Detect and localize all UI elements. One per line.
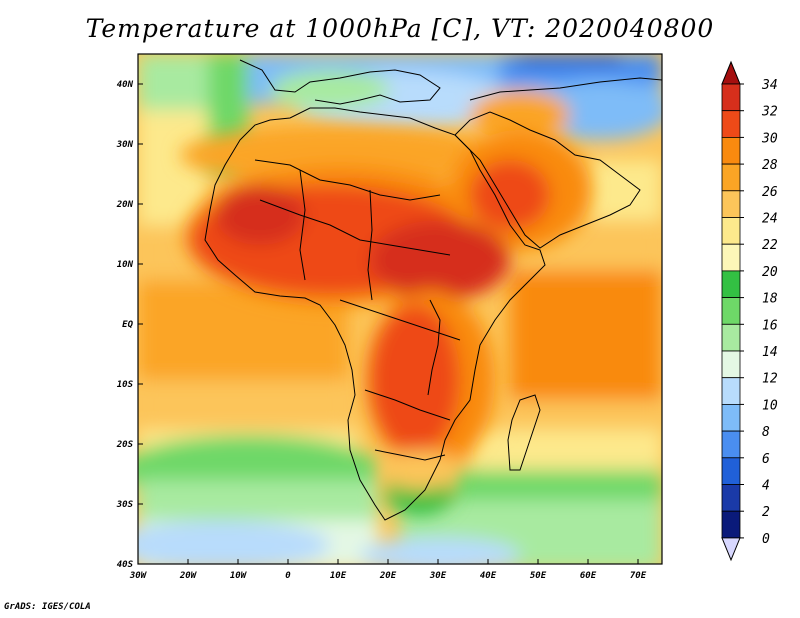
lat-tick-label: EQ: [122, 320, 133, 330]
lon-tick-label: 20W: [179, 571, 198, 581]
credit-text: GrADS: IGES/COLA: [4, 602, 91, 612]
colorbar-segment: [721, 377, 741, 405]
colorbar-segment: [721, 110, 741, 138]
lon-tick-label: 30W: [129, 571, 148, 581]
lon-tick-label: 0: [285, 571, 291, 581]
temperature-field: [138, 54, 662, 564]
colorbar-level-label: 24: [762, 212, 778, 227]
lon-tick-label: 20E: [379, 571, 397, 581]
colorbar-level-label: 14: [762, 345, 778, 360]
colorbar-segment: [721, 484, 741, 512]
colorbar-level-label: 10: [762, 398, 778, 413]
chart-title: Temperature at 1000hPa [C], VT: 20200408…: [85, 14, 715, 43]
colorbar-segment: [721, 430, 741, 459]
longitude-labels: 30W 20W 10W 0 10E 20E 30E 40E 50E 60E 70E: [129, 559, 647, 581]
lat-tick-label: 20S: [116, 440, 134, 450]
colorbar-level-label: 12: [762, 372, 778, 387]
lat-tick-label: 30S: [116, 500, 134, 510]
colorbar-segment: [721, 270, 741, 298]
colorbar-segment: [721, 163, 741, 192]
colorbar-level-label: 8: [762, 425, 770, 440]
colorbar-segment: [721, 136, 741, 165]
lat-tick-label: 20N: [116, 200, 134, 210]
lat-tick-label: 40N: [117, 80, 134, 90]
lon-tick-label: 60E: [580, 571, 597, 581]
colorbar-level-label: 0: [762, 532, 770, 547]
colorbar-segment: [721, 243, 741, 272]
colorbar-level-label: 4: [762, 479, 770, 494]
lon-tick-label: 70E: [630, 571, 647, 581]
colorbar-bottom-arrow: [721, 537, 741, 562]
colorbar-segment: [721, 323, 741, 352]
lon-tick-label: 40E: [480, 571, 497, 581]
lat-tick-label: 40S: [117, 560, 134, 570]
map-frame: [137, 53, 663, 565]
colorbar-level-label: 32: [761, 105, 778, 120]
lon-tick-label: 30E: [429, 571, 447, 581]
latitude-labels: 40N 30N 20N 10N EQ 10S 20S 30S 40S: [116, 80, 143, 570]
colorbar-level-label: 22: [762, 238, 778, 253]
colorbar-segment: [721, 457, 741, 485]
colorbar-level-label: 18: [762, 292, 778, 307]
colorbar-segment: [721, 403, 741, 432]
colorbar-level-label: 26: [762, 185, 778, 200]
lon-tick-label: 10W: [230, 571, 248, 581]
colorbar-level-label: 16: [762, 318, 778, 333]
colorbar-level-label: 2: [762, 505, 770, 520]
coastlines: [204, 59, 662, 521]
colorbar-level-label: 20: [762, 265, 778, 280]
colorbar-segment: [721, 510, 741, 539]
colorbar-segment: [721, 190, 741, 218]
colorbar-level-label: 6: [762, 452, 770, 467]
colorbar-level-label: 34: [761, 78, 778, 93]
lat-tick-label: 10N: [117, 260, 134, 270]
lon-tick-label: 50E: [530, 571, 547, 581]
colorbar-segment: [721, 83, 741, 112]
lon-tick-label: 10E: [330, 571, 347, 581]
colorbar-top-arrow: [721, 60, 741, 85]
colorbar-segment: [721, 350, 741, 379]
colorbar-segment: [721, 297, 741, 325]
lat-tick-label: 30N: [116, 140, 134, 150]
lat-tick-label: 10S: [117, 380, 134, 390]
colorbar-level-label: 30: [761, 131, 778, 146]
colorbar-segment: [721, 217, 741, 245]
colorbar-level-label: 28: [762, 158, 778, 173]
